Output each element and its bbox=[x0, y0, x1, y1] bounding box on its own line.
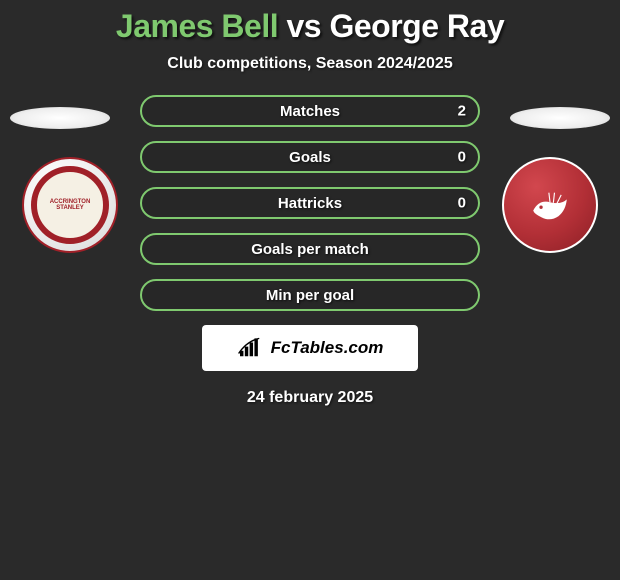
player1-club-badge: ACCRINGTONSTANLEY bbox=[22, 157, 118, 253]
comparison-title: James Bell vs George Ray bbox=[0, 0, 620, 45]
stat-right-value: 2 bbox=[458, 103, 466, 120]
generated-date: 24 february 2025 bbox=[0, 389, 620, 407]
bar-chart-icon bbox=[237, 337, 265, 359]
stat-row: Goals 0 bbox=[140, 141, 480, 173]
player2-name: George Ray bbox=[329, 8, 504, 44]
stat-label: Goals bbox=[289, 149, 331, 166]
attribution-text: FcTables.com bbox=[271, 338, 384, 358]
player1-name: James Bell bbox=[116, 8, 278, 44]
morecambe-crest-icon bbox=[522, 177, 578, 233]
stat-label: Matches bbox=[280, 103, 340, 120]
stat-right-value: 0 bbox=[458, 195, 466, 212]
stat-label: Goals per match bbox=[251, 241, 369, 258]
stat-row: Matches 2 bbox=[140, 95, 480, 127]
stat-row: Goals per match bbox=[140, 233, 480, 265]
stat-right-value: 0 bbox=[458, 149, 466, 166]
stat-row: Min per goal bbox=[140, 279, 480, 311]
stat-label: Hattricks bbox=[278, 195, 342, 212]
player1-photo-placeholder bbox=[10, 107, 110, 129]
attribution-badge: FcTables.com bbox=[202, 325, 418, 371]
stat-row: Hattricks 0 bbox=[140, 187, 480, 219]
accrington-crest-icon: ACCRINGTONSTANLEY bbox=[31, 166, 109, 244]
stat-label: Min per goal bbox=[266, 287, 354, 304]
comparison-body: ACCRINGTONSTANLEY Matches 2 Goals 0 Hatt… bbox=[0, 95, 620, 407]
player2-club-badge bbox=[502, 157, 598, 253]
subtitle: Club competitions, Season 2024/2025 bbox=[0, 55, 620, 73]
stats-list: Matches 2 Goals 0 Hattricks 0 Goals per … bbox=[140, 95, 480, 311]
vs-text: vs bbox=[287, 8, 322, 44]
player2-photo-placeholder bbox=[510, 107, 610, 129]
